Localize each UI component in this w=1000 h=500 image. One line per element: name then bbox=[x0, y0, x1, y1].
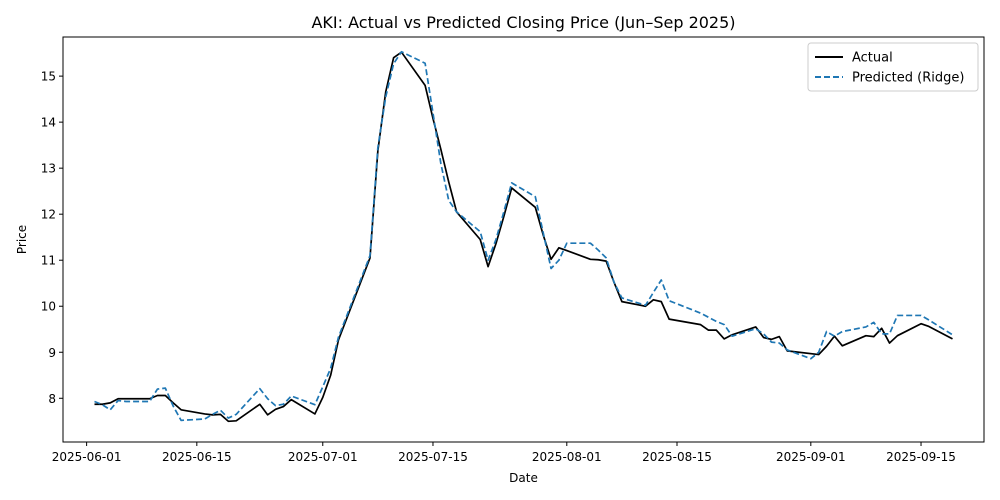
x-tick-label: 2025-09-15 bbox=[886, 450, 956, 464]
x-tick-label: 2025-09-01 bbox=[776, 450, 846, 464]
legend: Actual Predicted (Ridge) bbox=[807, 42, 979, 92]
series-line-predicted bbox=[94, 50, 953, 422]
x-tick-label: 2025-08-01 bbox=[532, 450, 602, 464]
x-tick-label: 2025-07-01 bbox=[288, 450, 358, 464]
x-axis-ticks: 2025-06-01 2025-06-15 2025-07-01 2025-07-15… bbox=[52, 442, 956, 464]
y-tick-label: 15 bbox=[41, 70, 56, 84]
legend-label-predicted: Predicted (Ridge) bbox=[852, 71, 964, 86]
y-axis-label: Price bbox=[15, 225, 29, 254]
x-tick-label: 2025-07-15 bbox=[398, 450, 468, 464]
x-tick-label: 2025-06-15 bbox=[162, 450, 232, 464]
plot-frame bbox=[62, 36, 985, 443]
legend-label-actual: Actual bbox=[852, 51, 893, 66]
plot-area bbox=[94, 50, 953, 423]
y-tick-label: 13 bbox=[41, 162, 56, 176]
x-tick-label: 2025-08-15 bbox=[642, 450, 712, 464]
y-axis-ticks: 8 9 10 11 12 13 14 15 bbox=[41, 70, 63, 406]
legend-frame bbox=[807, 42, 979, 92]
y-tick-label: 14 bbox=[41, 116, 56, 130]
y-tick-label: 10 bbox=[41, 300, 56, 314]
x-tick-label: 2025-06-01 bbox=[52, 450, 122, 464]
y-tick-label: 11 bbox=[41, 254, 56, 268]
x-axis-label: Date bbox=[509, 471, 538, 485]
y-tick-label: 12 bbox=[41, 208, 56, 222]
chart-title: AKI: Actual vs Predicted Closing Price (… bbox=[311, 13, 735, 32]
y-tick-label: 9 bbox=[48, 346, 56, 360]
y-tick-label: 8 bbox=[48, 392, 56, 406]
